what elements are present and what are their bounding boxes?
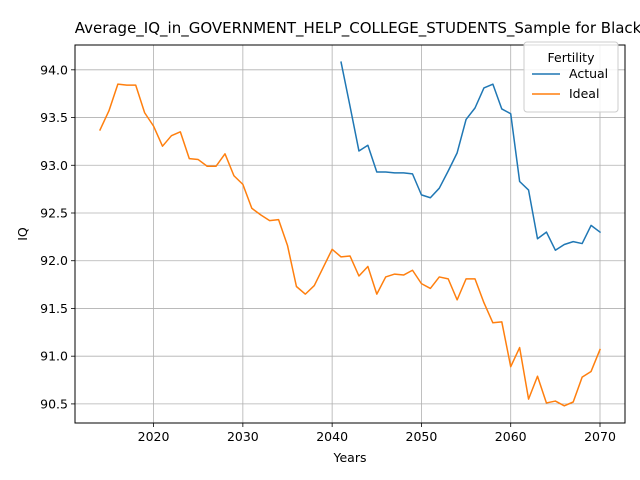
y-tick-label: 93.0 xyxy=(40,158,68,173)
legend-label-actual: Actual xyxy=(569,66,608,81)
y-tick-label: 91.0 xyxy=(40,349,68,364)
y-tick-label: 94.0 xyxy=(40,62,68,77)
x-tick-label: 2060 xyxy=(495,429,527,444)
plot-frame xyxy=(74,44,626,424)
series-line-actual xyxy=(340,61,602,251)
y-tick-label: 91.5 xyxy=(40,301,68,316)
y-axis-label: IQ xyxy=(15,227,30,241)
y-tick-label: 92.0 xyxy=(40,253,68,268)
chart-title: Average_IQ_in_GOVERNMENT_HELP_COLLEGE_ST… xyxy=(75,19,640,38)
legend-title: Fertility xyxy=(548,50,596,65)
x-tick-label: 2030 xyxy=(227,429,259,444)
x-tick-label: 2040 xyxy=(316,429,348,444)
y-tick-label: 90.5 xyxy=(40,396,68,411)
y-tick-label: 92.5 xyxy=(40,206,68,221)
x-axis: 2020 2030 2040 2050 2060 2070 xyxy=(138,423,616,444)
legend-label-ideal: Ideal xyxy=(569,86,599,101)
series-line-ideal xyxy=(99,83,601,407)
x-axis-label: Years xyxy=(333,450,367,465)
x-tick-label: 2070 xyxy=(584,429,616,444)
x-tick-label: 2050 xyxy=(406,429,438,444)
series-layer xyxy=(99,61,602,407)
y-tick-label: 93.5 xyxy=(40,110,68,125)
y-axis: 90.5 91.0 91.5 92.0 92.5 93.0 93.5 94.0 xyxy=(40,62,75,411)
x-tick-label: 2020 xyxy=(138,429,170,444)
